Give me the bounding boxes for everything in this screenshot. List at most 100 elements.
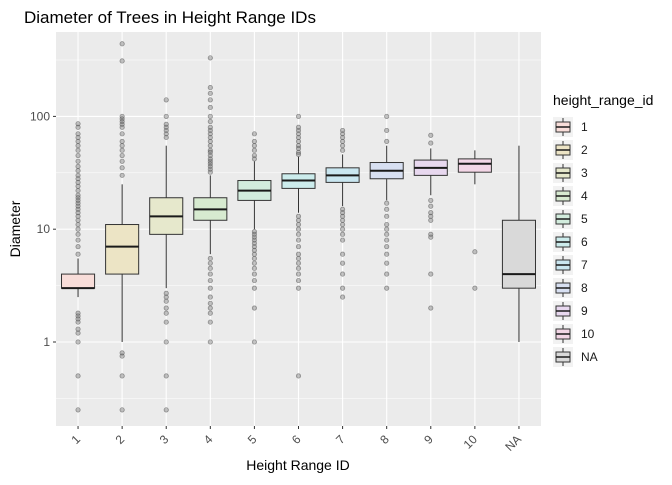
outlier-point bbox=[207, 124, 213, 130]
outlier-point bbox=[295, 226, 302, 232]
legend-label: 7 bbox=[581, 258, 588, 272]
outlier-point bbox=[163, 310, 169, 316]
box-10 bbox=[457, 158, 492, 173]
outlier-point bbox=[295, 221, 302, 228]
outlier-point bbox=[119, 158, 125, 164]
x-tick-label: 10 bbox=[461, 432, 481, 452]
box-group-2 bbox=[105, 41, 140, 413]
y-tick-label: 1 bbox=[43, 335, 50, 349]
outlier-point bbox=[75, 319, 81, 325]
outlier-point bbox=[75, 121, 81, 127]
outlier-point bbox=[295, 255, 302, 262]
outlier-point bbox=[295, 149, 302, 155]
outlier-point bbox=[340, 143, 346, 149]
outlier-point bbox=[251, 247, 257, 253]
outlier-point bbox=[75, 407, 81, 413]
outlier-point bbox=[295, 265, 302, 271]
outlier-point bbox=[251, 147, 257, 153]
x-tick-label: 2 bbox=[113, 432, 128, 447]
outlier-point bbox=[251, 278, 257, 284]
outlier-point bbox=[119, 119, 125, 125]
outlier-point bbox=[340, 271, 346, 277]
outlier-point bbox=[119, 131, 125, 137]
box-NA bbox=[501, 219, 536, 289]
outlier-point bbox=[251, 244, 257, 250]
outlier-point bbox=[384, 221, 390, 228]
outlier-point bbox=[295, 143, 302, 149]
box-group-1 bbox=[61, 121, 96, 413]
legend-label: 6 bbox=[581, 235, 588, 249]
outlier-point bbox=[251, 138, 257, 144]
outlier-point bbox=[295, 124, 302, 130]
outlier-point bbox=[295, 237, 302, 243]
outlier-point bbox=[207, 300, 213, 306]
legend-label: 10 bbox=[581, 327, 595, 341]
outlier-point bbox=[340, 134, 346, 141]
legend-item-10: 10 bbox=[553, 324, 595, 344]
outlier-point bbox=[340, 221, 346, 228]
outlier-point bbox=[75, 172, 81, 178]
legend-item-NA: NA bbox=[553, 347, 598, 367]
outlier-point bbox=[207, 163, 213, 169]
outlier-point bbox=[163, 373, 169, 379]
outlier-point bbox=[251, 339, 257, 345]
outlier-point bbox=[340, 237, 346, 243]
box-group-NA bbox=[501, 145, 536, 342]
outlier-point bbox=[163, 407, 169, 413]
outlier-point bbox=[340, 217, 346, 223]
outlier-point bbox=[207, 310, 213, 316]
y-tick-label: 100 bbox=[30, 109, 50, 123]
outlier-point bbox=[207, 305, 213, 311]
outlier-point bbox=[384, 237, 390, 243]
legend-item-6: 6 bbox=[553, 232, 588, 252]
outlier-point bbox=[428, 197, 434, 203]
legend-item-1: 1 bbox=[553, 117, 588, 137]
outlier-point bbox=[295, 113, 302, 119]
chart-title: Diameter of Trees in Height Range IDs bbox=[24, 8, 316, 27]
box-1 bbox=[61, 273, 96, 289]
outlier-point bbox=[75, 244, 81, 250]
outlier-point bbox=[384, 285, 390, 291]
box-2 bbox=[105, 224, 140, 275]
outlier-point bbox=[340, 294, 346, 300]
outlier-point bbox=[75, 373, 81, 379]
outlier-point bbox=[119, 58, 125, 64]
outlier-point bbox=[207, 260, 213, 266]
outlier-point bbox=[251, 229, 257, 235]
outlier-point bbox=[75, 339, 81, 345]
outlier-point bbox=[340, 127, 346, 134]
outlier-point bbox=[384, 213, 390, 219]
outlier-point bbox=[119, 41, 125, 47]
legend-label: 5 bbox=[581, 212, 588, 226]
outlier-point bbox=[295, 231, 302, 237]
outlier-point bbox=[163, 298, 169, 304]
legend-label: 9 bbox=[581, 304, 588, 318]
legend-item-4: 4 bbox=[553, 186, 588, 206]
outlier-point bbox=[295, 251, 302, 257]
outlier-point bbox=[251, 285, 257, 291]
outlier-point bbox=[75, 143, 81, 149]
legend-item-8: 8 bbox=[553, 278, 588, 298]
legend-title: height_range_id bbox=[553, 92, 653, 108]
outlier-point bbox=[384, 231, 390, 237]
outlier-point bbox=[119, 113, 125, 119]
legend-label: 1 bbox=[581, 120, 588, 134]
outlier-point bbox=[75, 188, 81, 194]
x-tick-label: 9 bbox=[421, 432, 436, 447]
outlier-point bbox=[340, 231, 346, 237]
outlier-point bbox=[119, 143, 125, 149]
outlier-point bbox=[428, 271, 434, 277]
boxplots bbox=[61, 41, 536, 413]
y-axis-title: Diameter bbox=[7, 200, 23, 257]
outlier-point bbox=[295, 278, 302, 284]
x-axis-title: Height Range ID bbox=[246, 457, 350, 473]
outlier-point bbox=[163, 113, 169, 119]
outlier-point bbox=[75, 326, 81, 332]
outlier-point bbox=[75, 183, 81, 189]
legend-item-2: 2 bbox=[553, 140, 588, 160]
x-tick-label: 4 bbox=[201, 432, 216, 447]
outlier-point bbox=[251, 251, 257, 257]
outlier-point bbox=[428, 140, 434, 146]
x-tick-label: 8 bbox=[377, 432, 392, 447]
outlier-point bbox=[207, 138, 213, 144]
